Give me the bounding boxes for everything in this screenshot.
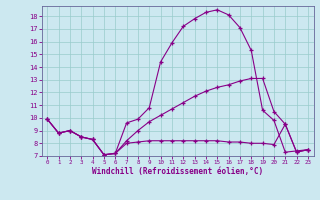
X-axis label: Windchill (Refroidissement éolien,°C): Windchill (Refroidissement éolien,°C) — [92, 167, 263, 176]
